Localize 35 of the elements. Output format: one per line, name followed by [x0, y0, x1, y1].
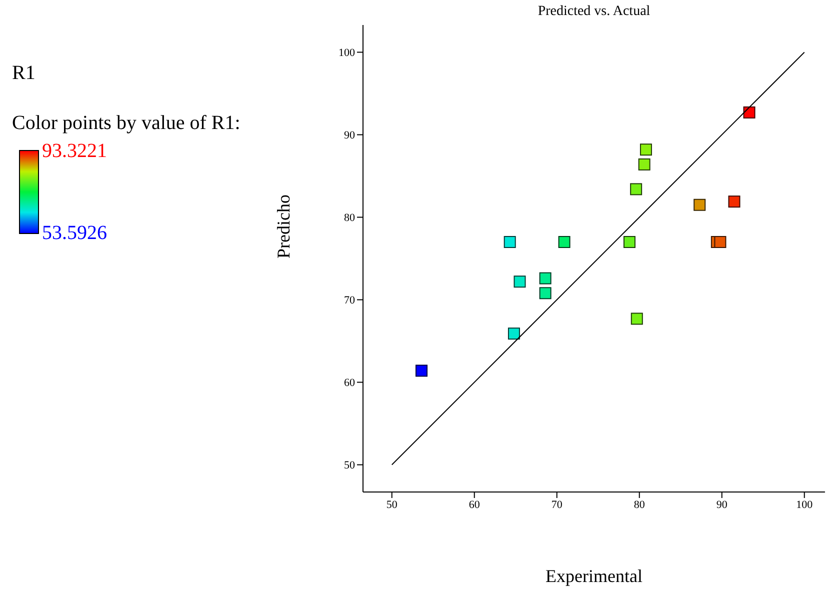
point [504, 236, 516, 248]
y-tick-label: 50 [344, 460, 356, 472]
x-tick-label: 60 [468, 498, 480, 511]
color-bar-label: 53.5926 [42, 221, 107, 246]
point [623, 236, 636, 248]
x-tick-label: 50 [386, 498, 398, 511]
x-tick-label: 80 [634, 498, 646, 511]
x-tick-label: 70 [551, 498, 563, 511]
point [728, 196, 740, 208]
point [694, 198, 706, 211]
point [558, 236, 570, 248]
point [743, 106, 756, 118]
y-tick-label: 90 [344, 130, 356, 142]
y-tick-label: 60 [344, 377, 356, 390]
point [638, 158, 650, 170]
chart-title: Predicted vs. Actual [536, 4, 652, 20]
point [714, 236, 726, 248]
color-bar-label: 93.3221 [42, 139, 107, 164]
point [539, 287, 552, 300]
text: Color points by value of R1: [12, 111, 242, 136]
point [539, 272, 552, 284]
y-tick-label: 100 [338, 47, 356, 60]
text: R1 [12, 61, 36, 86]
y-axis-title: Predicho [273, 194, 294, 258]
y-tick-label: 80 [344, 212, 356, 224]
point [416, 364, 428, 377]
point [508, 328, 520, 340]
x-tick-label: 100 [796, 498, 814, 511]
point [630, 312, 643, 325]
point [640, 144, 652, 156]
point [514, 276, 526, 288]
point [630, 183, 642, 196]
x-axis-title: Experimental [546, 566, 642, 586]
y-tick-label: 70 [344, 294, 356, 307]
x-tick-label: 90 [716, 498, 728, 511]
